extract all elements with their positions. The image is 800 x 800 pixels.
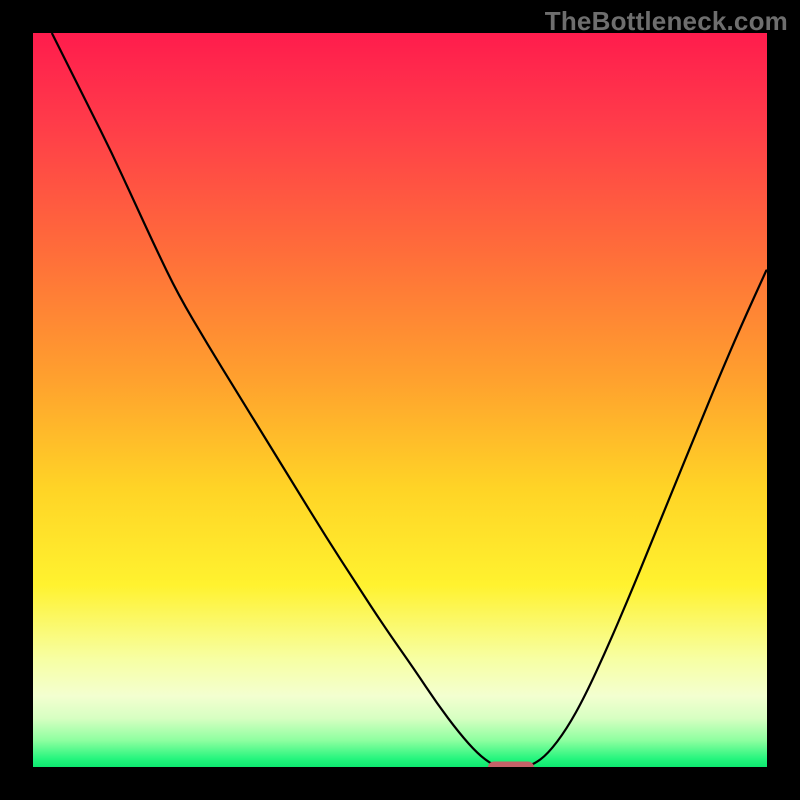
watermark-text: TheBottleneck.com bbox=[545, 6, 788, 37]
plot-background-gradient bbox=[30, 30, 770, 770]
bottleneck-curve-chart bbox=[0, 0, 800, 800]
chart-container: TheBottleneck.com bbox=[0, 0, 800, 800]
